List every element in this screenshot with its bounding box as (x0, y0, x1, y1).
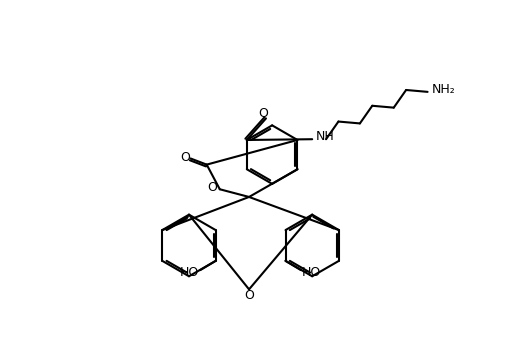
Text: HO: HO (180, 266, 199, 279)
Text: NH₂: NH₂ (431, 83, 455, 96)
Text: O: O (207, 181, 217, 194)
Text: O: O (180, 151, 190, 164)
Text: HO: HO (302, 266, 321, 279)
Text: NH: NH (315, 130, 334, 144)
Text: O: O (244, 289, 254, 302)
Text: O: O (258, 107, 268, 120)
